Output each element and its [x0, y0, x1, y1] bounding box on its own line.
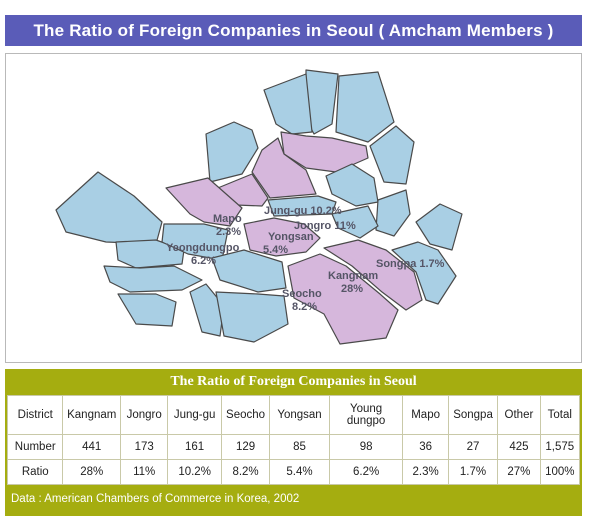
map-label-yongsan-name: Yongsan	[268, 231, 314, 243]
table-cell: 27	[447, 434, 499, 460]
map-label-seocho-ratio: 8.2%	[292, 301, 317, 313]
district-gwanak	[215, 291, 289, 343]
district-gangseo	[55, 171, 163, 245]
district-jung-gu	[267, 195, 337, 217]
table-title: The Ratio of Foreign Companies in Seoul	[170, 373, 417, 389]
table-cell: 11%	[119, 459, 169, 485]
table-row-number: Number 441 173 161 129 85 98 36 27 425 1…	[6, 434, 581, 460]
district-jungnang	[369, 125, 415, 185]
table-header-row: District Kangnam Jongro Jung-gu Seocho Y…	[6, 395, 581, 435]
column-header: Other	[497, 395, 541, 435]
district-guro	[103, 265, 203, 293]
table-cell: 425	[497, 434, 541, 460]
district-seongdong	[331, 205, 379, 239]
column-header: Mapo	[402, 395, 449, 435]
data-table: District Kangnam Jongro Jung-gu Seocho Y…	[6, 395, 581, 485]
column-header: Jung-gu	[167, 395, 222, 435]
district-gangdong	[415, 203, 463, 251]
district-seodaemun	[251, 137, 317, 199]
district-yongsan	[243, 217, 321, 257]
table-row-ratio: Ratio 28% 11% 10.2% 8.2% 5.4% 6.2% 2.3% …	[6, 459, 581, 485]
column-header: Young dungpo	[328, 395, 404, 435]
page-title: The Ratio of Foreign Companies in Seoul …	[5, 15, 582, 46]
table-cell: 28%	[62, 459, 121, 485]
column-header: Total	[539, 395, 581, 435]
district-gwangjin	[375, 189, 411, 237]
map-label-seocho-name: Seocho	[282, 288, 322, 300]
map-label-kangnam-name: Kangnam	[328, 270, 378, 282]
map-label-kangnam-ratio: 28%	[341, 283, 363, 295]
table-cell: 1.7%	[447, 459, 499, 485]
table-cell: 85	[269, 434, 330, 460]
table-cell: 129	[220, 434, 271, 460]
table-cell: 441	[62, 434, 121, 460]
table-cell: 6.2%	[328, 459, 404, 485]
map-label-mapo-name: Mapo	[213, 213, 242, 225]
district-yangcheon	[115, 239, 185, 269]
district-eunpyeong	[205, 121, 259, 183]
table-cell: 8.2%	[220, 459, 271, 485]
district-geumcheon	[117, 293, 177, 327]
district-dongjak	[211, 249, 287, 293]
column-header: Songpa	[447, 395, 499, 435]
district-nowon	[335, 71, 395, 143]
table-cell: 27%	[497, 459, 541, 485]
map-label-mapo-ratio: 2.3%	[216, 226, 241, 238]
data-source-footnote: Data : American Chambers of Commerce in …	[11, 493, 300, 505]
column-header: Jongro	[119, 395, 169, 435]
map-label-yeongdungpo-name: Yeongdungpo	[166, 242, 240, 254]
table-cell: Number	[6, 434, 64, 460]
district-kangnam	[323, 239, 423, 311]
column-header: Kangnam	[62, 395, 121, 435]
table-cell: 98	[328, 434, 404, 460]
data-table-panel: The Ratio of Foreign Companies in Seoul …	[5, 369, 582, 516]
map-label-yongsan-ratio: 5.4%	[263, 244, 288, 256]
seoul-district-map: Mapo 2.3% Jung-gu 10.2% Jongro 11% Yongs…	[5, 53, 582, 363]
district-gangbuk	[263, 73, 313, 135]
column-header: District	[6, 395, 64, 435]
map-label-songpa: Songpa 1.7%	[376, 258, 445, 270]
map-label-yeongdungpo-ratio: 6.2%	[191, 255, 216, 267]
column-header: Seocho	[220, 395, 271, 435]
table-cell: 2.3%	[402, 459, 449, 485]
column-header: Yongsan	[269, 395, 330, 435]
table-cell: 161	[167, 434, 222, 460]
map-label-jongro: Jongro 11%	[294, 220, 356, 232]
table-cell: 36	[402, 434, 449, 460]
table-cell: 100%	[539, 459, 581, 485]
map-svg: Mapo 2.3% Jung-gu 10.2% Jongro 11% Yongs…	[55, 69, 463, 345]
table-cell: 10.2%	[167, 459, 222, 485]
table-cell: Ratio	[6, 459, 64, 485]
district-songpa	[391, 241, 457, 305]
district-seocho	[287, 253, 399, 345]
table-cell: 5.4%	[269, 459, 330, 485]
table-cell: 1,575	[539, 434, 581, 460]
district-mapo	[165, 177, 243, 227]
table-cell: 173	[119, 434, 169, 460]
map-label-jung-gu: Jung-gu 10.2%	[264, 205, 342, 217]
